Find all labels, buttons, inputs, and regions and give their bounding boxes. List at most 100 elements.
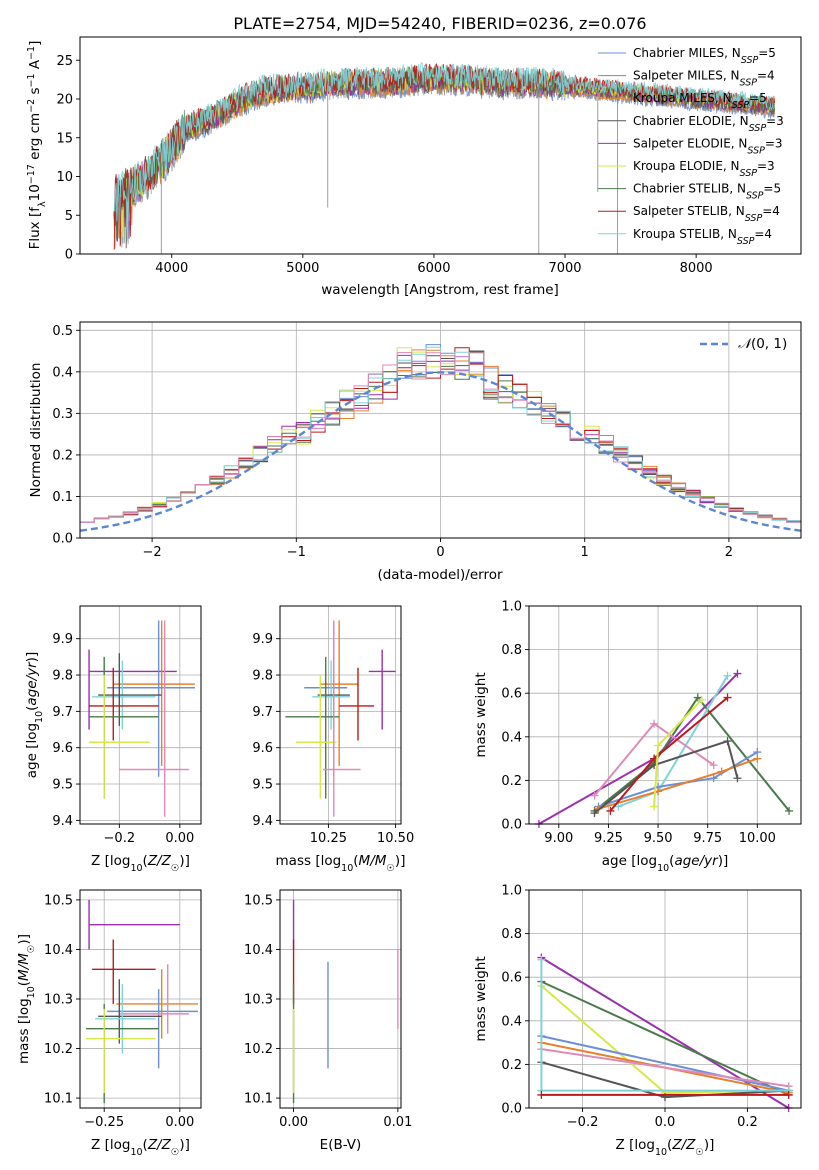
y-tick-label: 0.5	[52, 324, 73, 339]
series-point	[590, 809, 599, 818]
y-tick-label: 9.4	[252, 814, 273, 829]
series-point	[650, 719, 659, 728]
x-tick-label: 8000	[680, 261, 713, 276]
y-tick-label: 9.4	[52, 814, 73, 829]
y-tick-label: 9.5	[52, 778, 73, 793]
series-point	[753, 754, 762, 763]
normal-curve	[79, 371, 802, 532]
weight-vs-age-panel: 9.00 9.25 9.50 9.75 10.00 0.0 0.2 0.4 0.6 0.8 1.0 a…	[473, 600, 802, 874]
weight-vs-metallicity-panel: −0.2 0.0 0.2 0.0 0.2 0.4 0.6 0.8 1.0 Z [log10(Z/Z…	[473, 884, 802, 1158]
axes-frame	[79, 605, 202, 825]
y-tick-label: 10.1	[44, 1092, 73, 1107]
y-tick-label: 0.0	[501, 818, 522, 833]
x-tick-label: 0.01	[383, 1115, 412, 1130]
y-tick-label: 10.1	[244, 1092, 273, 1107]
axes-frame	[279, 605, 402, 825]
y-tick-label: 10.2	[44, 1042, 73, 1057]
y-tick-label: 9.8	[52, 669, 73, 684]
series-point	[650, 802, 659, 811]
x-tick-label: 9.50	[644, 831, 673, 846]
y-tick-label: 25	[56, 54, 73, 69]
y-tick-label: 9.9	[252, 632, 273, 647]
histogram-step	[80, 352, 801, 523]
spectrum-panel: Chabrier MILES, NSSP=5 Salpeter MILES, NS…	[26, 36, 802, 298]
y-tick-label: 10.4	[44, 943, 73, 958]
series-point	[723, 671, 732, 680]
age-vs-metallicity-panel: −0.2 0.00 9.4 9.5 9.6 9.7 9.8 9.9 Z [log10(Z/Z☉)…	[24, 605, 202, 874]
mass-vs-ebv-panel: 0.00 0.01 10.1 10.2 10.3 10.4 10.5 E(B-V)	[244, 889, 412, 1153]
y-tick-label: 0.8	[501, 927, 522, 942]
x-tick-label: 6000	[417, 261, 450, 276]
x-tick-label: −0.2	[567, 1115, 599, 1130]
x-tick-label: 0.0	[655, 1115, 676, 1130]
series-point	[590, 791, 599, 800]
y-tick-label: 9.6	[252, 741, 273, 756]
x-tick-label: 4000	[155, 261, 188, 276]
x-tick-label: 0.2	[737, 1115, 758, 1130]
y-axis-label: mass [log10(M/M☉)]	[16, 934, 37, 1064]
y-tick-label: 0.6	[501, 971, 522, 986]
y-tick-label: 9.8	[252, 669, 273, 684]
spectrum-line	[113, 61, 775, 241]
x-axis-label: Z [log10(Z/Z☉)]	[91, 853, 190, 874]
x-axis-label: (data-model)/error	[377, 567, 503, 583]
series-line	[541, 1048, 789, 1088]
x-axis-label: mass [log10(M/M☉)]	[276, 853, 406, 874]
y-tick-label: 0.2	[501, 1058, 522, 1073]
x-tick-label: −0.25	[84, 1115, 124, 1130]
y-tick-label: 9.6	[52, 741, 73, 756]
series-point	[654, 741, 663, 750]
series-line	[540, 956, 790, 1109]
y-tick-label: 0.2	[501, 774, 522, 789]
y-tick-label: 10.5	[244, 893, 273, 908]
y-tick-label: 0	[65, 248, 73, 263]
x-tick-label: 0	[436, 545, 444, 560]
y-tick-label: 9.9	[52, 632, 73, 647]
legend-label: Chabrier STELIB, NSSP=5	[633, 182, 781, 202]
series-point	[784, 1090, 793, 1099]
x-tick-label: 2	[725, 545, 733, 560]
x-tick-label: 10.25	[310, 831, 347, 846]
legend-label: Kroupa MILES, NSSP=5	[633, 91, 767, 111]
y-tick-label: 9.7	[252, 705, 273, 720]
y-tick-label: 9.7	[52, 705, 73, 720]
x-tick-label: −0.2	[104, 831, 136, 846]
y-tick-label: 0.0	[52, 532, 73, 547]
y-tick-label: 10.3	[44, 993, 73, 1008]
x-tick-label: 5000	[286, 261, 319, 276]
legend-label: Chabrier ELODIE, NSSP=3	[633, 114, 784, 134]
legend-label: Kroupa STELIB, NSSP=4	[633, 227, 772, 247]
x-tick-label: 10.50	[377, 831, 414, 846]
series-point	[537, 955, 546, 964]
series-point	[606, 806, 615, 815]
series-line	[541, 1035, 789, 1092]
x-tick-label: 1	[581, 545, 589, 560]
series-point	[697, 695, 706, 704]
y-tick-label: 10.4	[244, 943, 273, 958]
series-point	[733, 669, 742, 678]
y-tick-label: 0.0	[501, 1102, 522, 1117]
series-point	[709, 761, 718, 770]
x-tick-label: 9.00	[544, 831, 573, 846]
x-tick-label: 10.00	[739, 831, 776, 846]
x-tick-label: 7000	[548, 261, 581, 276]
y-tick-label: 5	[65, 209, 73, 224]
legend-label: Salpeter STELIB, NSSP=4	[633, 204, 780, 224]
spectrum-lines	[113, 61, 776, 254]
x-tick-label: 0.00	[165, 831, 194, 846]
age-vs-mass-panel: 10.25 10.50 9.4 9.5 9.6 9.7 9.8 9.9 mass [log10(…	[252, 605, 414, 874]
legend-label: Salpeter ELODIE, NSSP=3	[633, 136, 783, 156]
figure-title: PLATE=2754, MJD=54240, FIBERID=0236, z=0…	[233, 14, 646, 33]
series-point	[723, 737, 732, 746]
series-point	[733, 774, 742, 783]
y-tick-label: 15	[56, 131, 73, 146]
series-line	[593, 739, 739, 814]
series-line	[540, 980, 790, 1096]
axes-frame	[79, 36, 802, 255]
series-point	[717, 767, 726, 776]
y-tick-label: 10	[56, 170, 73, 185]
y-tick-label: 0.6	[501, 687, 522, 702]
x-axis-label: age [log10(age/yr)]	[602, 853, 728, 874]
x-axis-label: Z [log10(Z/Z☉)]	[616, 1137, 715, 1158]
x-tick-label: 9.75	[693, 831, 722, 846]
